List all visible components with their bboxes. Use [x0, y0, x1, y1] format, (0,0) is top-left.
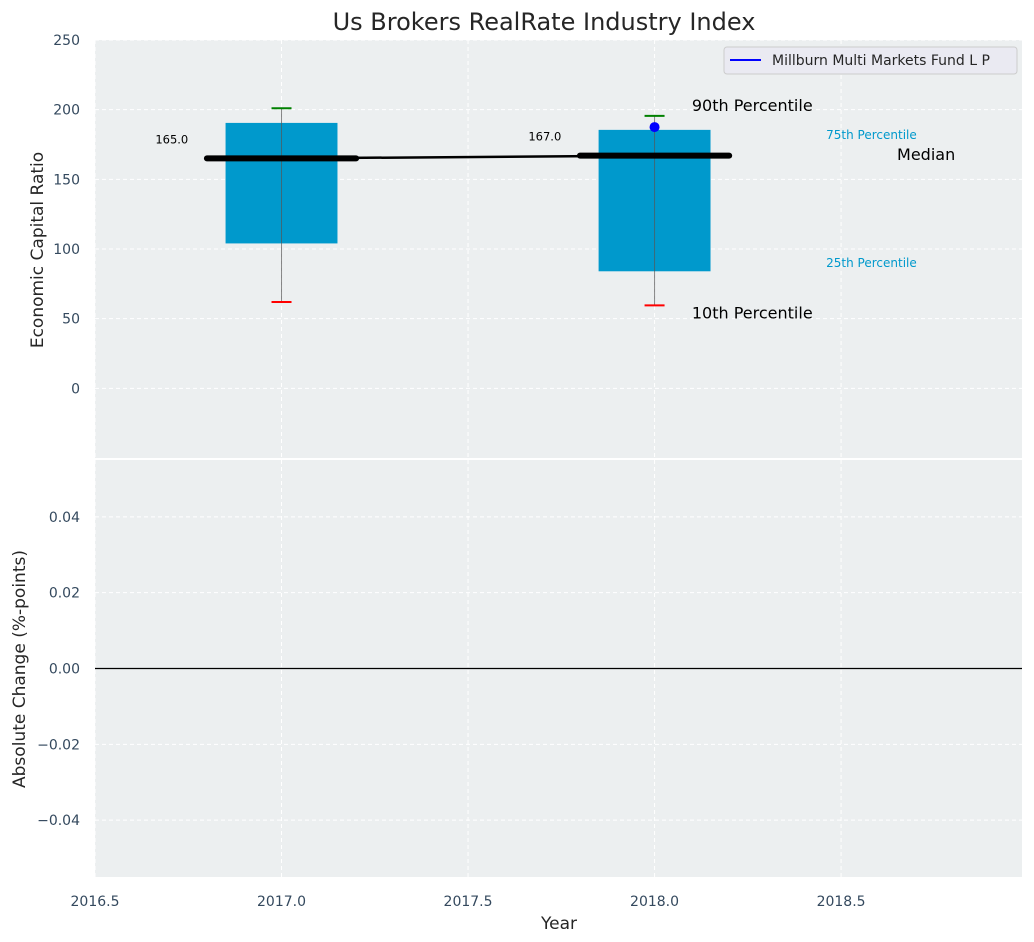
x-tick-label: 2018.0	[630, 894, 679, 910]
top-y-axis-label: Economic Capital Ratio	[28, 152, 48, 348]
legend-box	[723, 46, 1018, 75]
median-value-label: 167.0	[528, 130, 561, 144]
x-tick-label: 2018.5	[817, 894, 866, 910]
top-y-tick-label: 100	[53, 242, 80, 258]
annotation-label: 75th Percentile	[826, 128, 917, 142]
bottom-y-tick-label: −0.02	[37, 737, 80, 753]
top-y-tick-label: 50	[62, 312, 80, 328]
top-y-tick-label: 150	[53, 172, 80, 188]
x-tick-label: 2016.5	[71, 894, 120, 910]
bottom-y-tick-label: −0.04	[37, 813, 80, 829]
bottom-y-tick-label: 0.02	[49, 586, 80, 602]
median-value-label: 165.0	[155, 132, 188, 146]
top-y-tick-label: 200	[53, 103, 80, 119]
top-y-tick-label: 0	[71, 381, 80, 397]
x-tick-label: 2017.0	[257, 894, 306, 910]
fund-point	[649, 122, 660, 133]
annotation-label: 25th Percentile	[826, 256, 917, 270]
legend-label: Millburn Multi Markets Fund L P	[772, 53, 990, 69]
bottom-y-axis-label: Absolute Change (%-points)	[10, 550, 30, 788]
chart-title: Us Brokers RealRate Industry Index	[333, 8, 756, 36]
legend: Millburn Multi Markets Fund L P	[723, 46, 1018, 75]
median-trend-line	[281, 154, 655, 160]
top-y-tick-label: 250	[53, 33, 80, 49]
annotation-label: Median	[897, 145, 955, 164]
bottom-y-tick-label: 0.00	[49, 662, 80, 678]
x-axis-label: Year	[540, 914, 577, 934]
annotation-label: 90th Percentile	[692, 96, 813, 115]
x-tick-label: 2017.5	[444, 894, 493, 910]
annotation-label: 10th Percentile	[692, 304, 813, 323]
bottom-y-tick-label: 0.04	[49, 510, 80, 526]
